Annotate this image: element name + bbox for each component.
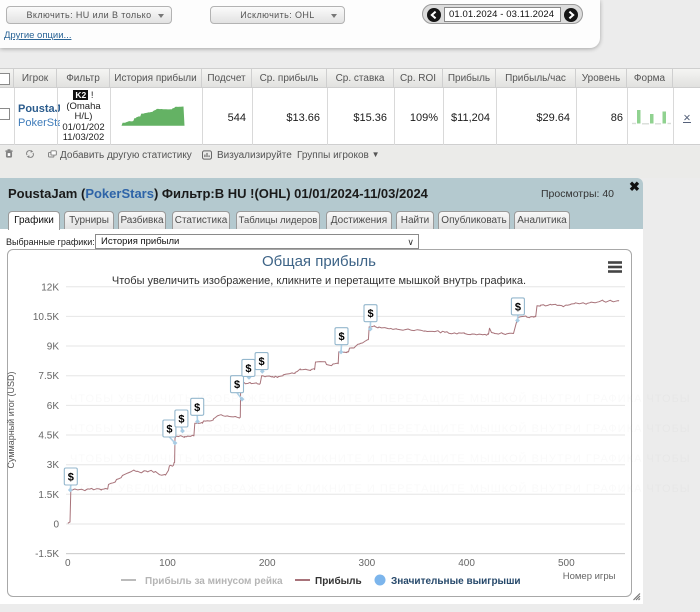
svg-text:Номер игры: Номер игры	[563, 571, 616, 582]
svg-text:$: $	[178, 414, 184, 426]
svg-text:$: $	[259, 356, 265, 368]
svg-text:7.5K: 7.5K	[38, 371, 59, 382]
svg-text:-1.5K: -1.5K	[35, 549, 59, 560]
svg-text:400: 400	[458, 558, 475, 569]
svg-text:200: 200	[259, 558, 276, 569]
svg-text:$: $	[194, 402, 200, 414]
svg-text:0: 0	[53, 520, 59, 531]
svg-text:9K: 9K	[47, 342, 60, 353]
svg-text:1.5K: 1.5K	[38, 490, 59, 501]
svg-text:$: $	[245, 363, 251, 375]
svg-text:Прибыль за минусом рейка: Прибыль за минусом рейка	[145, 575, 283, 587]
svg-text:Суммарный итог (USD): Суммарный итог (USD)	[6, 371, 16, 468]
svg-text:ЧТОБЫ УВЕЛИЧИТЬ ИЗОБРАЖЕНИЕ КЛ: ЧТОБЫ УВЕЛИЧИТЬ ИЗОБРАЖЕНИЕ КЛИКНИТЕ И П…	[70, 482, 691, 495]
svg-text:3K: 3K	[47, 460, 60, 471]
svg-text:$: $	[367, 308, 373, 320]
svg-text:$: $	[338, 331, 344, 343]
svg-text:0: 0	[65, 558, 71, 569]
svg-text:100: 100	[159, 558, 176, 569]
svg-text:$: $	[515, 301, 521, 313]
svg-text:$: $	[234, 379, 240, 391]
svg-text:12K: 12K	[41, 282, 59, 293]
svg-text:ЧТОБЫ УВЕЛИЧИТЬ ИЗОБРАЖЕНИЕ КЛ: ЧТОБЫ УВЕЛИЧИТЬ ИЗОБРАЖЕНИЕ КЛИКНИТЕ И П…	[70, 452, 691, 465]
svg-text:300: 300	[359, 558, 376, 569]
svg-text:Прибыль: Прибыль	[315, 575, 362, 587]
svg-text:$: $	[68, 472, 74, 484]
svg-text:4.5K: 4.5K	[38, 431, 59, 442]
svg-text:$: $	[166, 424, 172, 436]
svg-text:6K: 6K	[47, 401, 60, 412]
svg-text:ЧТОБЫ УВЕЛИЧИТЬ ИЗОБРАЖЕНИЕ КЛ: ЧТОБЫ УВЕЛИЧИТЬ ИЗОБРАЖЕНИЕ КЛИКНИТЕ И П…	[70, 392, 691, 405]
svg-text:500: 500	[558, 558, 575, 569]
svg-text:Значительные выигрыши: Значительные выигрыши	[391, 576, 521, 587]
svg-text:10.5K: 10.5K	[33, 312, 59, 323]
